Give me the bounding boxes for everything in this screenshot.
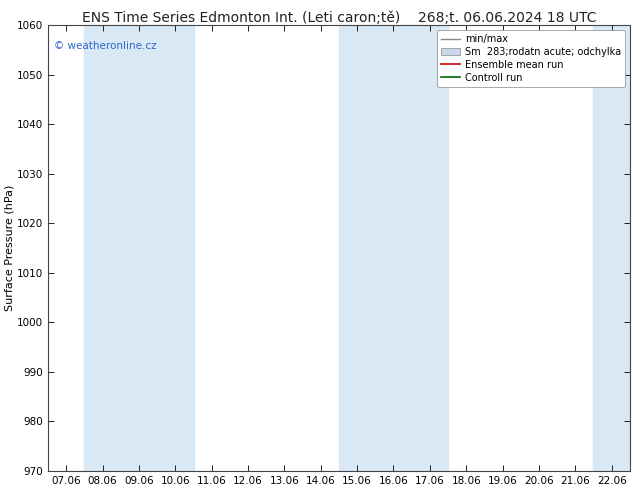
Text: ENS Time Series Edmonton Int. (Leti caron;tě): ENS Time Series Edmonton Int. (Leti caro… [82,11,400,25]
Y-axis label: Surface Pressure (hPa): Surface Pressure (hPa) [4,185,14,311]
Bar [339,25,448,471]
Text: 268;t. 06.06.2024 18 UTC: 268;t. 06.06.2024 18 UTC [418,11,597,25]
Bar [593,25,634,471]
Bar [593,25,630,471]
Legend: min/max, Sm  283;rodatn acute; odchylka, Ensemble mean run, Controll run: min/max, Sm 283;rodatn acute; odchylka, … [437,30,625,87]
Bar [84,25,193,471]
Text: © weatheronline.cz: © weatheronline.cz [54,41,157,51]
